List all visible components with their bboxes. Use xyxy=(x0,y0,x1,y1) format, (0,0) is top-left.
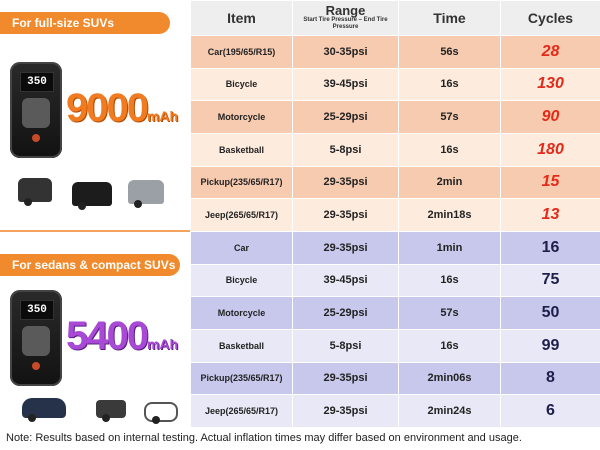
cycles-cell: 90 xyxy=(500,100,600,134)
device-pad xyxy=(22,326,50,356)
table-row: Motorcycle 25-29psi 57s 90 xyxy=(190,100,600,134)
cycles-cell: 130 xyxy=(500,67,600,102)
cycles-cell: 6 xyxy=(500,394,600,428)
time-cell: 2min18s xyxy=(398,198,501,232)
pickup-icon xyxy=(72,182,112,210)
time-cell: 16s xyxy=(398,263,501,298)
suv-icon xyxy=(18,178,52,206)
item-cell: Basketball xyxy=(190,132,293,167)
suv-icon xyxy=(128,180,164,208)
time-cell: 16s xyxy=(398,67,501,102)
item-cell: Bicycle xyxy=(190,263,293,298)
table-row: Bicycle 39-45psi 16s 75 xyxy=(190,263,600,298)
cycles-cell: 8 xyxy=(500,361,600,396)
table-row: Jeep(265/65/R17) 29-35psi 2min18s 13 xyxy=(190,198,600,232)
item-cell: Jeep(265/65/R17) xyxy=(190,198,293,232)
item-cell: Car xyxy=(190,230,293,265)
time-cell: 56s xyxy=(398,35,501,69)
bicycle-icon xyxy=(144,402,178,424)
item-cell: Pickup(235/65/R17) xyxy=(190,361,293,396)
range-cell: 39-45psi xyxy=(292,67,399,102)
time-cell: 16s xyxy=(398,328,501,363)
header-range-subtitle: Start Tire Pressure – End Tire Pressure xyxy=(303,17,388,30)
time-cell: 1min xyxy=(398,230,501,265)
cycles-cell: 50 xyxy=(500,296,600,330)
range-cell: 25-29psi xyxy=(292,296,399,330)
header-cycles: Cycles xyxy=(500,0,600,36)
device-screen: 350 xyxy=(20,300,54,320)
device-pad xyxy=(22,98,50,128)
range-cell: 29-35psi xyxy=(292,361,399,396)
cycles-cell: 16 xyxy=(500,230,600,265)
header-range: Range Start Tire Pressure – End Tire Pre… xyxy=(292,0,399,36)
capacity-unit: mAh xyxy=(146,336,179,352)
sedan-compact-suv-tag: For sedans & compact SUVs xyxy=(0,254,180,276)
header-time: Time xyxy=(398,0,501,36)
time-cell: 2min24s xyxy=(398,394,501,428)
cycles-cell: 99 xyxy=(500,328,600,363)
range-cell: 29-35psi xyxy=(292,198,399,232)
item-cell: Basketball xyxy=(190,328,293,363)
capacity-9000: 9000mAh xyxy=(66,86,178,131)
range-cell: 29-35psi xyxy=(292,394,399,428)
range-cell: 29-35psi xyxy=(292,230,399,265)
table-row: Bicycle 39-45psi 16s 130 xyxy=(190,67,600,102)
time-cell: 57s xyxy=(398,100,501,134)
range-cell: 30-35psi xyxy=(292,35,399,69)
cycles-cell: 28 xyxy=(500,35,600,69)
item-cell: Motorcycle xyxy=(190,100,293,134)
full-size-suv-tag: For full-size SUVs xyxy=(0,12,170,34)
table-row: Motorcycle 25-29psi 57s 50 xyxy=(190,296,600,330)
device-button xyxy=(32,134,40,142)
cycles-cell: 75 xyxy=(500,263,600,298)
table-row: Pickup(235/65/R17) 29-35psi 2min 15 xyxy=(190,165,600,200)
time-cell: 57s xyxy=(398,296,501,330)
section-divider xyxy=(0,230,190,232)
cycles-cell: 13 xyxy=(500,198,600,232)
product-panel: For full-size SUVs 350 9000mAh For sedan… xyxy=(0,0,190,430)
capacity-value: 5400 xyxy=(66,314,149,358)
range-cell: 5-8psi xyxy=(292,328,399,363)
tire-inflator-5400-image: 350 xyxy=(10,290,62,386)
inflation-comparison-table: Item Range Start Tire Pressure – End Tir… xyxy=(190,0,600,428)
table-header-row: Item Range Start Tire Pressure – End Tir… xyxy=(190,0,600,36)
range-cell: 5-8psi xyxy=(292,132,399,167)
table-row: Basketball 5-8psi 16s 180 xyxy=(190,132,600,167)
device-screen: 350 xyxy=(20,72,54,92)
time-cell: 16s xyxy=(398,132,501,167)
cycles-cell: 180 xyxy=(500,132,600,167)
item-cell: Jeep(265/65/R17) xyxy=(190,394,293,428)
range-cell: 39-45psi xyxy=(292,263,399,298)
sedan-icon xyxy=(22,398,66,422)
item-cell: Car(195/65/R15) xyxy=(190,35,293,69)
range-cell: 29-35psi xyxy=(292,165,399,200)
table-row: Car(195/65/R15) 30-35psi 56s 28 xyxy=(190,35,600,69)
item-cell: Bicycle xyxy=(190,67,293,102)
cycles-cell: 15 xyxy=(500,165,600,200)
table-row: Jeep(265/65/R17) 29-35psi 2min24s 6 xyxy=(190,394,600,428)
item-cell: Pickup(235/65/R17) xyxy=(190,165,293,200)
motorcycle-icon xyxy=(96,400,126,422)
capacity-value: 9000 xyxy=(66,86,149,130)
table-row: Basketball 5-8psi 16s 99 xyxy=(190,328,600,363)
device-button xyxy=(32,362,40,370)
tire-inflator-9000-image: 350 xyxy=(10,62,62,158)
table-row: Pickup(235/65/R17) 29-35psi 2min06s 8 xyxy=(190,361,600,396)
table-row: Car 29-35psi 1min 16 xyxy=(190,230,600,265)
header-item: Item xyxy=(190,0,293,36)
header-range-title: Range xyxy=(325,3,366,18)
time-cell: 2min06s xyxy=(398,361,501,396)
item-cell: Motorcycle xyxy=(190,296,293,330)
capacity-unit: mAh xyxy=(146,108,179,124)
range-cell: 25-29psi xyxy=(292,100,399,134)
footnote: Note: Results based on internal testing.… xyxy=(6,432,522,444)
capacity-5400: 5400mAh xyxy=(66,314,178,359)
time-cell: 2min xyxy=(398,165,501,200)
